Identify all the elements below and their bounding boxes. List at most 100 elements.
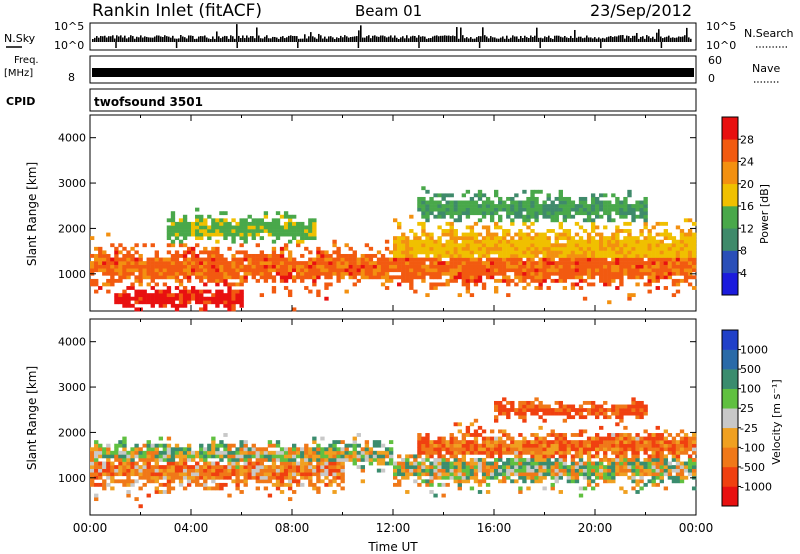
- heatmap-cell: [643, 250, 648, 255]
- heatmap-cell: [473, 261, 479, 265]
- heatmap-cell: [251, 472, 256, 477]
- heatmap-cell: [631, 268, 636, 273]
- heatmap-cell: [170, 225, 176, 230]
- heatmap-cell: [421, 232, 426, 237]
- heatmap-cell: [263, 479, 269, 484]
- heatmap-cell: [522, 204, 527, 208]
- heatmap-cell: [239, 236, 244, 241]
- heatmap-cell: [562, 450, 568, 455]
- heatmap-cell: [518, 457, 523, 462]
- heatmap-cell: [235, 232, 240, 237]
- heatmap-cell: [643, 468, 648, 473]
- heatmap-cell: [134, 243, 139, 248]
- heatmap-cell: [562, 436, 568, 441]
- heatmap-cell: [251, 264, 256, 269]
- nsky-bar: [144, 36, 146, 42]
- velocity-colorbar-tick: -25: [740, 422, 758, 435]
- heatmap-cell: [283, 468, 289, 473]
- nsky-bar: [578, 36, 580, 42]
- heatmap-cell: [623, 221, 628, 226]
- heatmap-cell: [566, 253, 572, 258]
- nsky-gap-marker: [175, 42, 178, 48]
- heatmap-cell: [384, 286, 390, 290]
- heatmap-cell: [453, 229, 458, 233]
- heatmap-cell: [211, 296, 216, 301]
- heatmap-cell: [445, 229, 450, 233]
- heatmap-cell: [409, 465, 414, 469]
- heatmap-cell: [619, 411, 624, 416]
- heatmap-cell: [558, 408, 563, 412]
- heatmap-cell: [603, 465, 608, 469]
- heatmap-cell: [316, 246, 321, 251]
- heatmap-cell: [477, 490, 483, 494]
- heatmap-cell: [647, 232, 652, 237]
- heatmap-cell: [639, 232, 644, 237]
- heatmap-cell: [578, 246, 584, 251]
- nsky-bar: [264, 36, 266, 42]
- heatmap-cell: [477, 443, 483, 448]
- heatmap-cell: [522, 207, 527, 212]
- heatmap-cell: [611, 239, 616, 244]
- heatmap-cell: [518, 433, 523, 437]
- nsky-tick-bottom: 10^0: [54, 39, 84, 52]
- heatmap-cell: [130, 246, 135, 251]
- heatmap-cell: [643, 264, 648, 269]
- heatmap-cell: [170, 214, 176, 219]
- heatmap-cell: [215, 239, 220, 244]
- heatmap-cell: [437, 261, 442, 265]
- y-tick-label: 4000: [58, 132, 86, 145]
- heatmap-cell: [570, 454, 576, 459]
- heatmap-cell: [542, 443, 547, 448]
- heatmap-cell: [182, 225, 188, 230]
- heatmap-cell: [150, 454, 155, 459]
- heatmap-cell: [550, 486, 555, 491]
- heatmap-cell: [498, 443, 503, 448]
- heatmap-cell: [186, 300, 192, 305]
- heatmap-cell: [485, 482, 491, 487]
- heatmap-cell: [223, 257, 228, 262]
- heatmap-cell: [615, 275, 620, 280]
- heatmap-cell: [603, 408, 608, 412]
- heatmap-cell: [566, 415, 572, 420]
- heatmap-cell: [550, 454, 555, 459]
- heatmap-cell: [352, 268, 357, 273]
- heatmap-cell: [538, 275, 543, 280]
- heatmap-cell: [599, 246, 604, 251]
- heatmap-cell: [421, 436, 426, 441]
- heatmap-cell: [275, 440, 281, 445]
- heatmap-cell: [243, 264, 248, 269]
- nsky-bar: [238, 35, 240, 42]
- heatmap-cell: [522, 275, 527, 280]
- heatmap-cell: [421, 250, 426, 255]
- heatmap-cell: [336, 468, 341, 473]
- heatmap-cell: [461, 278, 467, 283]
- heatmap-cell: [251, 454, 256, 459]
- heatmap-cell: [574, 443, 580, 448]
- heatmap-cell: [675, 475, 681, 480]
- heatmap-cell: [538, 443, 543, 448]
- heatmap-cell: [243, 447, 248, 452]
- heatmap-cell: [150, 243, 155, 248]
- heatmap-cell: [166, 443, 172, 448]
- heatmap-cell: [623, 196, 628, 201]
- heatmap-cell: [308, 268, 313, 273]
- heatmap-cell: [211, 261, 216, 265]
- heatmap-cell: [425, 468, 430, 473]
- heatmap-cell: [687, 275, 693, 280]
- heatmap-cell: [453, 440, 458, 445]
- heatmap-cell: [259, 275, 265, 280]
- heatmap-cell: [461, 450, 467, 455]
- heatmap-cell: [283, 268, 289, 273]
- heatmap-cell: [619, 433, 624, 437]
- heatmap-cell: [554, 465, 559, 469]
- heatmap-cell: [611, 236, 616, 241]
- heatmap-cell: [554, 408, 559, 412]
- heatmap-cell: [461, 236, 467, 241]
- heatmap-cell: [566, 214, 572, 219]
- heatmap-cell: [215, 257, 220, 262]
- heatmap-cell: [182, 465, 188, 469]
- heatmap-cell: [566, 465, 572, 469]
- heatmap-cell: [118, 454, 123, 459]
- heatmap-cell: [255, 218, 260, 223]
